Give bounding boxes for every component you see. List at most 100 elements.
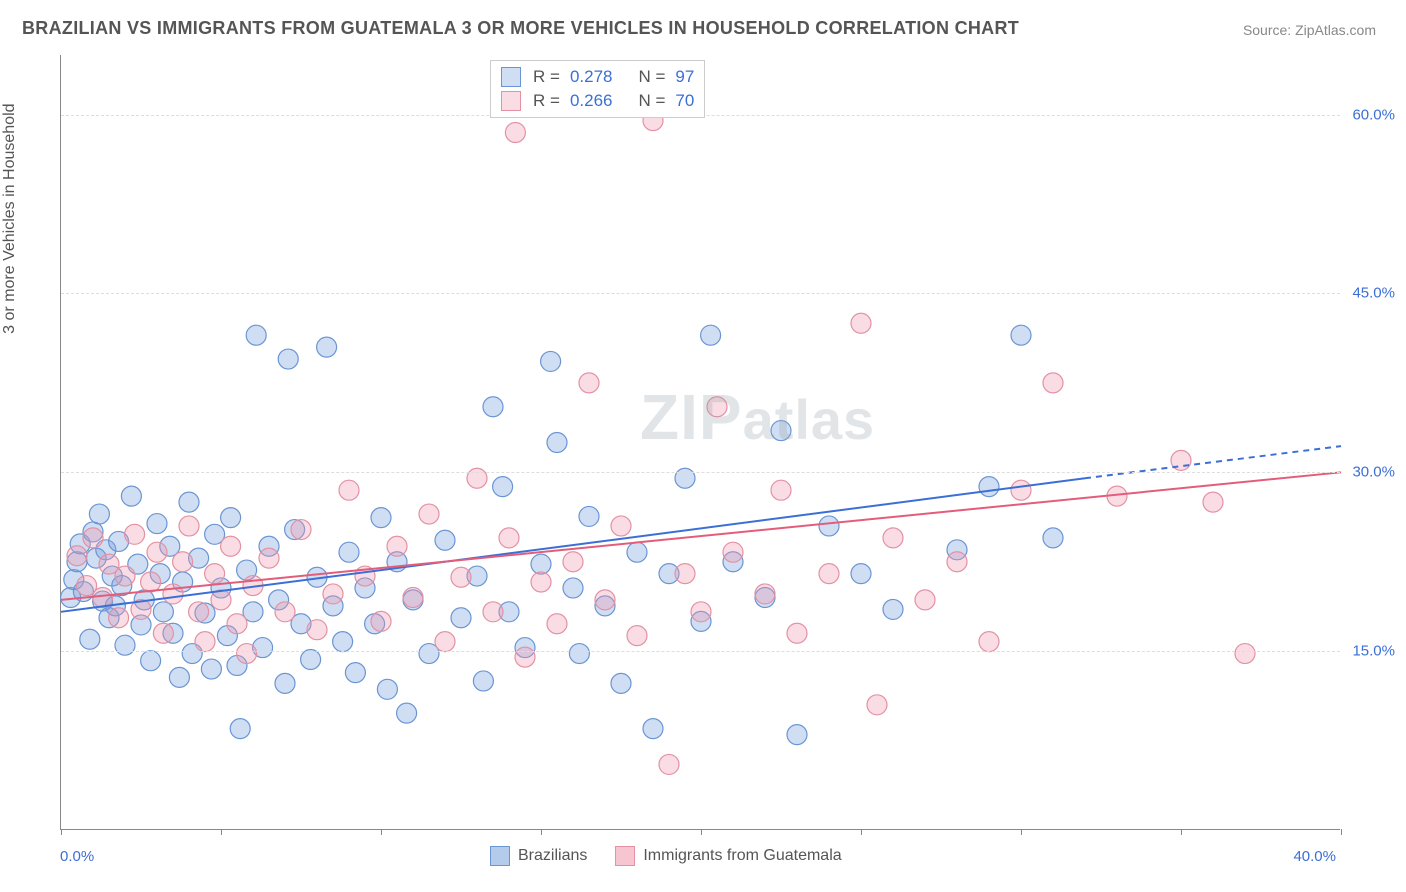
- data-point: [531, 572, 551, 592]
- data-point: [675, 468, 695, 488]
- data-point: [467, 468, 487, 488]
- legend-n-label: N =: [638, 67, 665, 87]
- data-point: [643, 719, 663, 739]
- data-point: [611, 673, 631, 693]
- data-point: [89, 504, 109, 524]
- data-point: [1043, 373, 1063, 393]
- data-point: [771, 421, 791, 441]
- data-point: [435, 530, 455, 550]
- data-point: [505, 123, 525, 143]
- legend-n-value: 97: [675, 67, 694, 87]
- data-point: [541, 351, 561, 371]
- data-point: [723, 542, 743, 562]
- data-point: [701, 325, 721, 345]
- data-point: [515, 647, 535, 667]
- data-point: [371, 611, 391, 631]
- data-point: [563, 552, 583, 572]
- data-point: [301, 650, 321, 670]
- trend-line-extrapolated: [1085, 446, 1341, 478]
- correlation-legend: R =0.278N =97R =0.266N =70: [490, 60, 705, 118]
- legend-r-value: 0.266: [570, 91, 613, 111]
- data-point: [205, 564, 225, 584]
- data-point: [211, 590, 231, 610]
- chart-title: BRAZILIAN VS IMMIGRANTS FROM GUATEMALA 3…: [22, 18, 1019, 39]
- data-point: [627, 626, 647, 646]
- data-point: [691, 602, 711, 622]
- data-point: [787, 725, 807, 745]
- y-tick-label: 45.0%: [1352, 285, 1395, 302]
- data-point: [147, 542, 167, 562]
- data-point: [435, 632, 455, 652]
- data-point: [451, 608, 471, 628]
- data-point: [317, 337, 337, 357]
- data-point: [377, 679, 397, 699]
- data-point: [275, 673, 295, 693]
- legend-n-value: 70: [675, 91, 694, 111]
- x-tick: [541, 829, 542, 835]
- y-tick-label: 15.0%: [1352, 643, 1395, 660]
- data-point: [153, 602, 173, 622]
- data-point: [259, 548, 279, 568]
- data-point: [883, 528, 903, 548]
- data-point: [278, 349, 298, 369]
- legend-swatch: [501, 91, 521, 111]
- data-point: [787, 623, 807, 643]
- legend-label: Brazilians: [518, 847, 587, 865]
- data-point: [675, 564, 695, 584]
- x-tick: [1021, 829, 1022, 835]
- data-point: [307, 620, 327, 640]
- data-point: [115, 566, 135, 586]
- data-point: [569, 644, 589, 664]
- data-point: [1011, 325, 1031, 345]
- data-point: [179, 492, 199, 512]
- data-point: [493, 477, 513, 497]
- data-point: [179, 516, 199, 536]
- data-point: [141, 572, 161, 592]
- data-point: [397, 703, 417, 723]
- data-point: [595, 590, 615, 610]
- scatter-plot: 15.0%30.0%45.0%60.0%: [60, 55, 1340, 830]
- data-point: [483, 397, 503, 417]
- legend-row: R =0.278N =97: [501, 65, 694, 89]
- x-tick: [61, 829, 62, 835]
- data-point: [915, 590, 935, 610]
- data-point: [323, 584, 343, 604]
- data-point: [67, 546, 87, 566]
- data-point: [221, 536, 241, 556]
- data-point: [246, 325, 266, 345]
- legend-r-label: R =: [533, 67, 560, 87]
- legend-item: Brazilians: [490, 846, 587, 866]
- x-tick: [221, 829, 222, 835]
- data-point: [819, 564, 839, 584]
- x-axis-max-label: 40.0%: [1293, 848, 1336, 865]
- data-point: [153, 623, 173, 643]
- series-legend: BraziliansImmigrants from Guatemala: [490, 846, 842, 866]
- plot-svg: [61, 55, 1340, 829]
- data-point: [109, 608, 129, 628]
- legend-r-label: R =: [533, 91, 560, 111]
- data-point: [419, 504, 439, 524]
- legend-row: R = 0.266 N = 70: [501, 89, 694, 113]
- data-point: [499, 528, 519, 548]
- data-point: [473, 671, 493, 691]
- legend-n-label: N =: [638, 91, 665, 111]
- legend-swatch: [490, 846, 510, 866]
- data-point: [115, 635, 135, 655]
- data-point: [1203, 492, 1223, 512]
- data-point: [979, 477, 999, 497]
- data-point: [387, 536, 407, 556]
- data-point: [339, 480, 359, 500]
- data-point: [451, 567, 471, 587]
- data-point: [169, 667, 189, 687]
- x-tick: [701, 829, 702, 835]
- data-point: [867, 695, 887, 715]
- data-point: [851, 564, 871, 584]
- data-point: [883, 599, 903, 619]
- data-point: [771, 480, 791, 500]
- data-point: [371, 508, 391, 528]
- data-point: [483, 602, 503, 622]
- legend-swatch: [501, 67, 521, 87]
- data-point: [403, 588, 423, 608]
- data-point: [659, 754, 679, 774]
- gridline-h: [61, 651, 1340, 652]
